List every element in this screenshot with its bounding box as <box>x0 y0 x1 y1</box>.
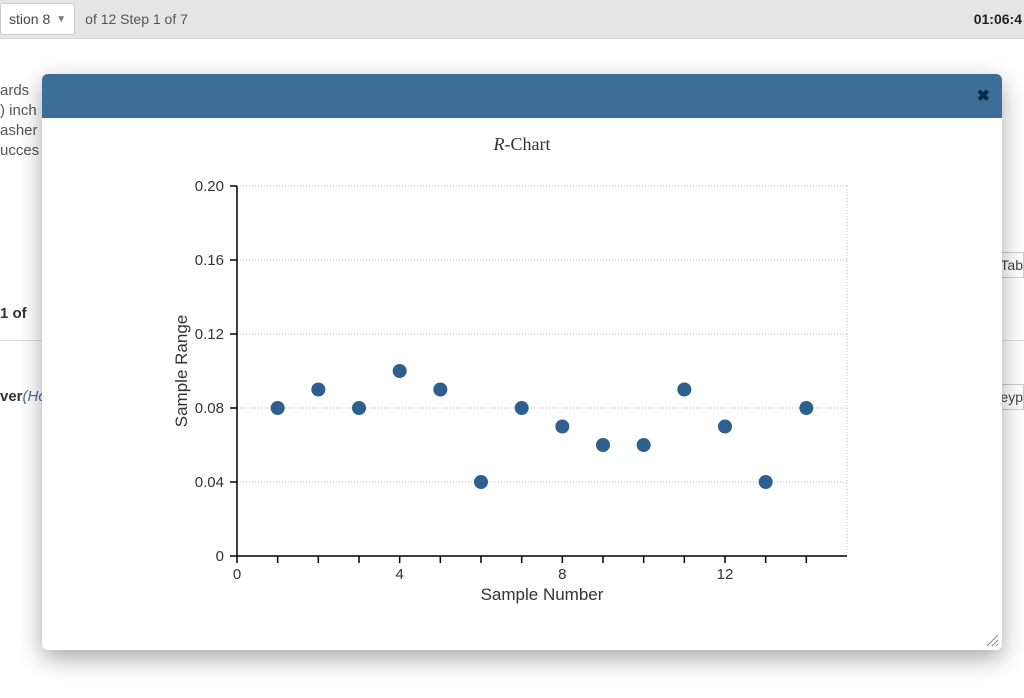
chart-modal: ✖ R-Chart 0 0.04 0.08 0.12 0.16 0.20 0 4 8 12 Samp… <box>42 74 1002 650</box>
timer: 01:06:4 <box>974 0 1024 38</box>
svg-text:12: 12 <box>717 566 734 583</box>
svg-text:0.04: 0.04 <box>195 474 224 491</box>
question-label: stion 8 <box>9 11 50 27</box>
caret-down-icon: ▼ <box>56 14 66 25</box>
top-bar: stion 8 ▼ of 12 Step 1 of 7 01:06:4 <box>0 0 1024 39</box>
svg-text:0: 0 <box>233 566 241 583</box>
svg-text:Sample Range: Sample Range <box>172 315 191 427</box>
question-dropdown[interactable]: stion 8 ▼ <box>0 3 75 35</box>
bg-step-label: 1 of <box>0 305 27 322</box>
plot-area: 0 0.04 0.08 0.12 0.16 0.20 0 4 8 12 Sample Number S… <box>42 168 1002 640</box>
bg-text-3: asher <box>0 122 38 139</box>
modal-header: ✖ <box>42 74 1002 118</box>
modal-body: R-Chart 0 0.04 0.08 0.12 0.16 0.20 0 4 8 12 Sample… <box>42 118 1002 650</box>
bg-text-1: ards <box>0 82 29 99</box>
svg-text:0.08: 0.08 <box>195 400 224 417</box>
bg-text-4: ucces <box>0 142 39 159</box>
svg-text:0.20: 0.20 <box>195 178 224 195</box>
step-text: of 12 Step 1 of 7 <box>85 11 188 27</box>
svg-text:0.12: 0.12 <box>195 326 224 343</box>
bg-text-2: ) inch <box>0 102 37 119</box>
bg-answer: ver(Ho <box>0 388 47 405</box>
close-icon[interactable]: ✖ <box>977 86 990 106</box>
svg-text:0: 0 <box>216 548 224 565</box>
svg-text:8: 8 <box>558 566 566 583</box>
resize-handle-icon[interactable] <box>985 633 999 647</box>
svg-text:4: 4 <box>395 566 403 583</box>
svg-text:Sample Number: Sample Number <box>481 585 604 604</box>
svg-text:0.16: 0.16 <box>195 252 224 269</box>
chart-title: R-Chart <box>42 134 1002 155</box>
scatter-chart: 0 0.04 0.08 0.12 0.16 0.20 0 4 8 12 Sample Number S… <box>42 168 1002 638</box>
